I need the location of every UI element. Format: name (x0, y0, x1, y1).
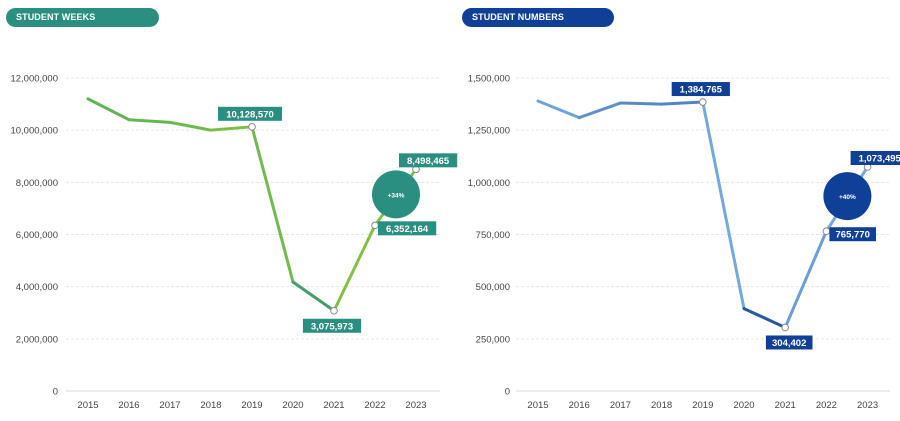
data-label: 8,498,465 (407, 156, 450, 167)
x-tick-label: 2023 (857, 400, 878, 411)
student-weeks-title: STUDENT WEEKS (6, 8, 159, 27)
x-tick-label: 2019 (692, 400, 713, 411)
data-label-box (765, 335, 813, 350)
data-label: 765,770 (836, 230, 870, 241)
x-tick-label: 2022 (816, 400, 837, 411)
data-label-box (671, 82, 730, 97)
y-tick-label: 1,000,000 (468, 178, 510, 189)
series-line-segment (742, 307, 787, 329)
series-line-segment (86, 97, 131, 122)
x-tick-label: 2022 (364, 400, 385, 411)
x-tick-label: 2021 (775, 400, 796, 411)
series-line-segment (783, 229, 828, 329)
series-line-segment (618, 101, 664, 106)
data-point-marker (248, 123, 256, 131)
data-point-marker (371, 221, 379, 230)
y-tick-label: 1,250,000 (468, 126, 510, 137)
data-point-marker (822, 227, 831, 236)
data-label-box (399, 153, 458, 168)
x-tick-label: 2021 (323, 400, 344, 411)
change-badge (823, 172, 872, 221)
student-weeks-chart: 0 2,000,000 4,000,000 6,000,000 8,000,000 10,… (10, 74, 458, 411)
series-line-segment (577, 101, 622, 120)
change-badge-label: +40% (839, 194, 856, 201)
change-badge-label: +34% (388, 192, 405, 199)
y-tick-label: 10,000,000 (10, 126, 58, 137)
data-point-marker (781, 323, 790, 332)
x-tick-label: 2016 (569, 400, 590, 411)
x-tick-label: 2017 (610, 400, 631, 411)
series-line-segment (536, 99, 581, 120)
y-tick-label: 8,000,000 (16, 178, 58, 189)
y-tick-label: 500,000 (476, 282, 510, 293)
data-label: 3,075,973 (311, 321, 353, 332)
data-point-marker (699, 98, 707, 106)
series-line-segment (660, 100, 705, 106)
data-label-box (218, 106, 282, 121)
data-point-marker (330, 306, 338, 315)
x-tick-label: 2016 (118, 400, 139, 411)
y-tick-label: 4,000,000 (16, 282, 58, 293)
y-tick-label: 12,000,000 (10, 74, 58, 85)
series-line-segment (332, 223, 377, 313)
x-tick-label: 2015 (527, 400, 548, 411)
change-badge (372, 170, 420, 219)
data-label-box (850, 150, 900, 165)
y-tick-label: 6,000,000 (16, 230, 58, 241)
x-tick-label: 2020 (282, 400, 303, 411)
series-line-segment (127, 118, 172, 124)
series-line-segment (209, 125, 254, 132)
x-tick-label: 2019 (241, 400, 262, 411)
data-label-box (378, 221, 437, 236)
y-tick-label: 250,000 (476, 334, 510, 345)
data-label: 304,402 (772, 338, 806, 349)
data-label-box (829, 227, 876, 242)
x-tick-label: 2017 (159, 400, 180, 411)
y-tick-label: 0 (53, 387, 58, 398)
data-label: 10,128,570 (226, 109, 274, 120)
x-tick-label: 2018 (651, 400, 672, 411)
student-numbers-chart: 0 250,000 500,000 750,000 1,000,000 1,250,000… (468, 74, 900, 411)
x-tick-label: 2015 (77, 400, 98, 411)
data-label: 1,073,495 (859, 153, 900, 164)
x-tick-label: 2018 (200, 400, 221, 411)
student-weeks-panel: STUDENT WEEKS 0 2,000,000 4,000,000 6,000,0… (6, 8, 458, 411)
data-label: 6,352,164 (386, 224, 429, 235)
series-line-segment (168, 120, 213, 132)
series-line-segment (701, 100, 746, 311)
x-tick-label: 2020 (733, 400, 754, 411)
data-label: 1,384,765 (680, 85, 723, 96)
y-tick-label: 750,000 (476, 230, 510, 241)
series-line-segment (250, 125, 295, 284)
y-tick-label: 0 (505, 387, 510, 398)
data-label-box (302, 318, 362, 333)
student-numbers-title: STUDENT NUMBERS (462, 8, 614, 27)
y-tick-label: 1,500,000 (468, 74, 510, 85)
student-numbers-panel: STUDENT NUMBERS 0 250,000 500,000 750,000 1,… (450, 0, 900, 421)
y-tick-label: 2,000,000 (16, 334, 58, 345)
x-tick-label: 2023 (405, 400, 426, 411)
series-line-segment (291, 280, 336, 313)
